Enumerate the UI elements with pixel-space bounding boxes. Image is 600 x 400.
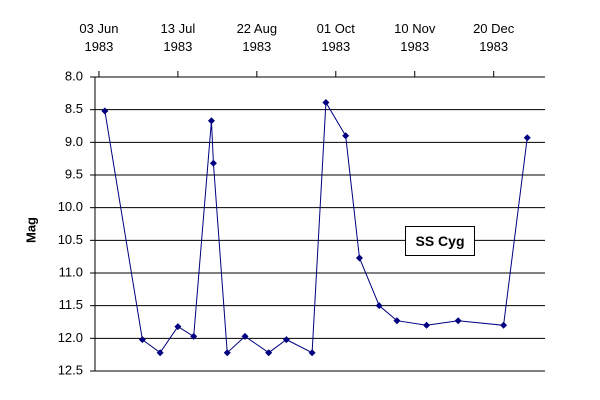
point <box>156 349 164 357</box>
point <box>423 321 431 329</box>
point <box>207 117 215 125</box>
y-axis-title: Mag <box>23 217 38 243</box>
x-tick-label: 22 Aug 1983 <box>236 21 278 54</box>
x-tick-label: 13 Jul 1983 <box>160 21 196 54</box>
y-tick-label: 12.0 <box>58 330 83 345</box>
y-tick-label: 8.5 <box>65 101 83 116</box>
point <box>265 349 273 357</box>
point <box>355 254 363 262</box>
annotation: SS Cyg <box>405 226 475 256</box>
point <box>174 323 182 331</box>
point <box>523 134 531 142</box>
x-tick-label: 20 Dec 1983 <box>473 21 515 54</box>
point <box>241 332 249 340</box>
x-tick-label: 01 Oct 1983 <box>316 21 355 54</box>
point <box>454 317 462 325</box>
y-tick-label: 11.0 <box>59 264 83 279</box>
point <box>138 336 146 344</box>
point <box>223 349 231 357</box>
x-tick-label: 10 Nov 1983 <box>394 21 436 54</box>
x-tick-label: 03 Jun 1983 <box>79 21 119 54</box>
point <box>322 98 330 106</box>
point <box>500 321 508 329</box>
point <box>101 107 109 115</box>
y-tick-label: 10.0 <box>58 199 83 214</box>
y-tick-label: 9.5 <box>65 166 83 181</box>
y-tick-label: 10.5 <box>58 232 83 247</box>
point <box>375 302 383 310</box>
point <box>342 132 350 140</box>
y-tick-label: 8.0 <box>65 68 83 83</box>
y-tick-label: 12.5 <box>58 362 83 377</box>
y-tick-label: 11.5 <box>59 297 83 312</box>
y-tick-label: 9.0 <box>65 134 83 149</box>
point <box>308 349 316 357</box>
point <box>393 317 401 325</box>
point <box>209 159 217 167</box>
point <box>282 336 290 344</box>
point <box>190 332 198 340</box>
